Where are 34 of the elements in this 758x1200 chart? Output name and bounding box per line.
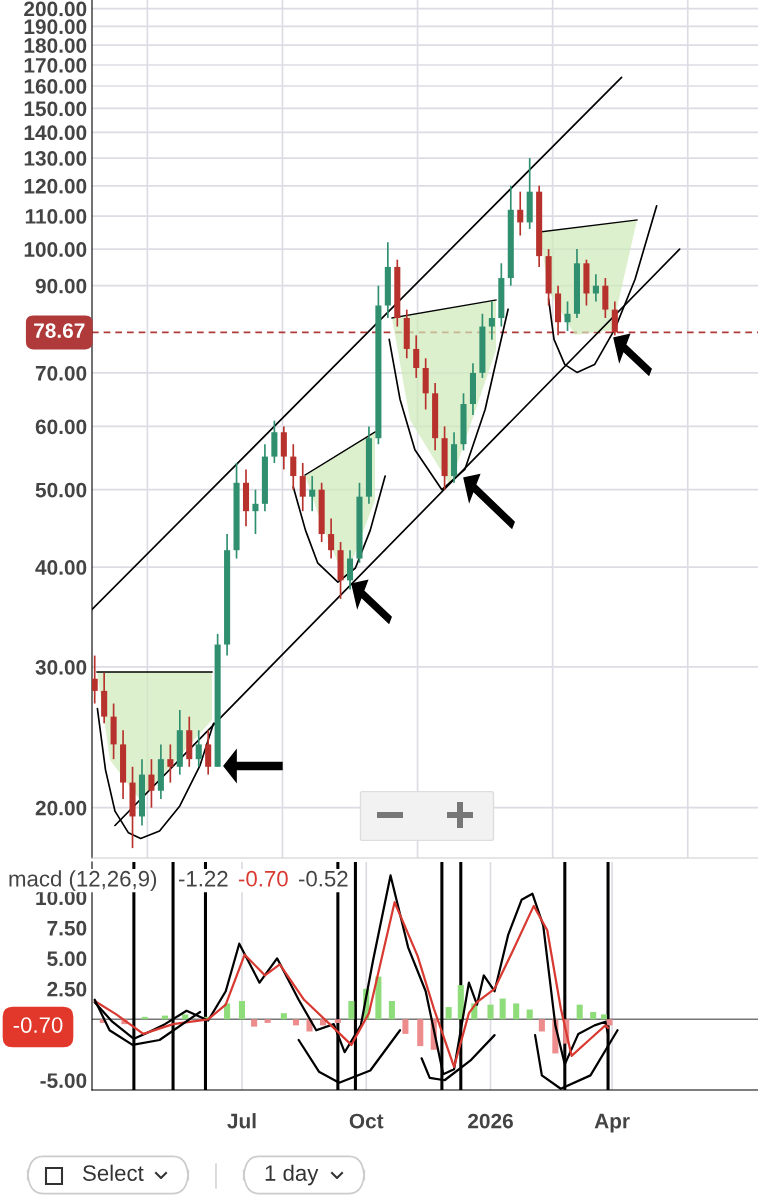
text: Select <box>83 1164 144 1181</box>
y-tick-label: -5.00 <box>40 1073 87 1088</box>
annotation: -0.70 <box>238 870 288 887</box>
y-tick-label: 90.00 <box>35 278 87 294</box>
x-tick-label: Oct <box>349 1113 384 1129</box>
y-tick-label: 20.00 <box>35 800 87 816</box>
y-tick-label: 40.00 <box>35 560 87 575</box>
y-tick-label: 7.50 <box>47 920 87 936</box>
text: 1 day <box>265 1164 319 1186</box>
y-tick-label: 130.00 <box>24 151 87 166</box>
text: -0.70 <box>13 1017 63 1033</box>
y-tick-label: 5.00 <box>47 951 87 967</box>
y-tick-label: 120.00 <box>24 178 87 194</box>
y-tick-label: 100.00 <box>24 242 87 257</box>
y-tick-label: 50.00 <box>35 482 87 498</box>
y-tick-label: 200.00 <box>24 1 87 17</box>
y-tick-label: 180.00 <box>24 38 87 53</box>
y-tick-label: 110.00 <box>25 209 87 224</box>
y-tick-label: 150.00 <box>24 101 87 117</box>
y-tick-label: 2.50 <box>47 981 87 997</box>
annotation: -1.22 <box>178 870 228 887</box>
y-tick-label: 160.00 <box>24 79 87 94</box>
x-tick-label: Apr <box>594 1113 630 1133</box>
annotation: macd (12,26,9) <box>9 870 157 891</box>
y-tick-label: 190.00 <box>24 19 87 35</box>
y-tick-label: 70.00 <box>35 365 87 381</box>
y-tick-label: 30.00 <box>35 659 87 675</box>
y-tick-label: 170.00 <box>24 57 87 73</box>
ref-line-label: 78.67 <box>34 323 85 338</box>
x-tick-label: Jul <box>227 1113 256 1129</box>
annotation: -0.52 <box>298 870 348 887</box>
y-tick-label: 140.00 <box>24 125 87 141</box>
x-tick-label: 2026 <box>468 1113 513 1129</box>
y-tick-label: 60.00 <box>35 419 87 435</box>
